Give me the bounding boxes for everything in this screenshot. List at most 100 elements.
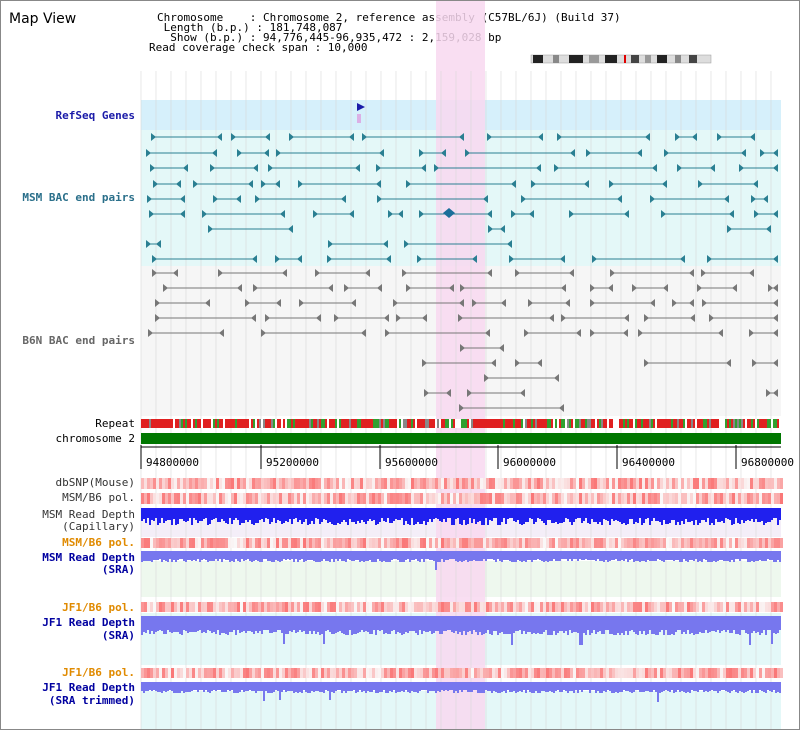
msm-sra-depth-bar	[655, 551, 657, 561]
repeat-segment	[661, 419, 663, 428]
msm-b6-pol-heat-cell	[372, 493, 375, 504]
msm-sra-depth-bar	[195, 551, 197, 561]
msm-bac-pair-tail	[183, 164, 188, 172]
msm-bac-pair-tail	[773, 164, 778, 172]
msm-bac-pair-head	[531, 180, 536, 188]
msm-b6-pol-2-heat-cell	[489, 538, 492, 548]
msm-b6-pol-heat-cell	[240, 493, 243, 504]
msm-b6-pol-heat-cell	[561, 493, 564, 504]
jf1-sra-depth-bar	[571, 616, 573, 633]
msm-sra-depth-bar	[485, 551, 487, 561]
jf1-b6-pol-heat-cell	[723, 602, 726, 612]
jf1-sra-depth-bar	[207, 616, 209, 630]
jf1-trimmed-depth-bar	[253, 682, 255, 691]
jf1-b6-pol-2-heat-cell	[501, 668, 504, 678]
jf1-trimmed-depth-bar	[333, 682, 335, 693]
jf1-b6-pol-2-heat-cell	[336, 668, 339, 678]
msm-b6-pol-heat-cell	[219, 493, 222, 504]
jf1-trimmed-depth-bar	[709, 682, 711, 691]
chromosome-ideogram[interactable]	[529, 53, 715, 65]
msm-sra-depth-bar	[573, 551, 575, 559]
msm-b6-pol-heat-cell	[150, 493, 153, 504]
jf1-b6-pol-2-heat-cell	[570, 668, 573, 678]
jf1-sra-depth-bar	[177, 616, 179, 632]
jf1-trimmed-depth-bar	[379, 682, 381, 692]
repeat-segment	[287, 419, 289, 428]
b6n-bac-pair-head	[709, 314, 714, 322]
repeat-segment	[775, 419, 777, 428]
jf1-b6-pol-heat-cell	[759, 602, 762, 612]
jf1-trimmed-depth-bar	[473, 682, 475, 690]
repeat-segment	[479, 419, 481, 428]
msm-sra-depth-bar	[729, 551, 731, 562]
msm-b6-pol-heat-cell	[600, 493, 603, 504]
msm-b6-pol-2-heat-cell	[327, 538, 330, 548]
msm-capillary-depth-bar	[201, 508, 203, 521]
b6n-bac-pair-head	[299, 299, 304, 307]
jf1-b6-pol-heat-cell	[282, 602, 285, 612]
jf1-b6-pol-2-heat-cell	[603, 668, 606, 678]
msm-capillary-depth-bar	[307, 508, 309, 525]
jf1-b6-pol-2-heat-cell	[714, 668, 717, 678]
msm-b6-pol-heat-cell	[168, 493, 171, 504]
jf1-sra-depth-bar	[679, 616, 681, 630]
jf1-trimmed-depth-bar	[457, 682, 459, 693]
msm-b6-pol-2-heat-cell	[369, 538, 372, 548]
msm-b6-pol-2-heat-cell	[666, 538, 669, 548]
repeat-segment	[693, 419, 695, 428]
jf1-sra-depth-bar	[491, 616, 493, 635]
jf1-sra-depth-bar	[333, 616, 335, 634]
dbsnp-heat-cell	[435, 478, 438, 489]
jf1-trimmed-depth-bar	[161, 682, 163, 693]
repeat-segment	[409, 419, 411, 428]
jf1-b6-pol-heat-cell	[186, 602, 189, 612]
msm-b6-pol-2-heat-cell	[315, 538, 318, 548]
msm-b6-pol-2-heat-cell	[309, 538, 312, 548]
jf1-trimmed-depth-bar	[311, 682, 313, 691]
dbsnp-heat-cell	[771, 478, 774, 489]
msm-capillary-depth-bar	[283, 508, 285, 523]
jf1-b6-pol-heat-cell	[213, 602, 216, 612]
msm-b6-pol-2-heat-cell	[405, 538, 408, 548]
jf1-b6-pol-heat-cell	[738, 602, 741, 612]
msm-bac-pair-head	[754, 210, 759, 218]
repeat-segment	[401, 419, 403, 428]
msm-b6-pol-heat-cell	[738, 493, 741, 504]
msm-sra-depth-bar	[523, 551, 525, 561]
jf1-sra-depth-bar	[287, 616, 289, 634]
msm-b6-pol-heat-cell	[510, 493, 513, 504]
b6n-bac-pair-head	[393, 299, 398, 307]
jf1-b6-pol-heat-cell	[456, 602, 459, 612]
dbsnp-heat-cell	[600, 478, 603, 489]
jf1-sra-depth-bar	[541, 616, 543, 634]
jf1-trimmed-depth-bar	[691, 682, 693, 690]
msm-capillary-depth-bar	[209, 508, 211, 524]
jf1-sra-depth-bar	[387, 616, 389, 634]
dbsnp-heat-cell	[285, 478, 288, 489]
jf1-sra-depth-bar	[771, 616, 773, 644]
msm-sra-depth-bar	[453, 551, 455, 559]
jf1-b6-pol-heat-cell	[696, 602, 699, 612]
msm-b6-pol-heat-cell	[651, 493, 654, 504]
msm-sra-depth-bar	[705, 551, 707, 560]
jf1-sra-depth-bar	[469, 616, 471, 631]
jf1-b6-pol-heat-cell	[369, 602, 372, 612]
jf1-sra-depth-bar	[237, 616, 239, 630]
jf1-sra-depth-bar	[307, 616, 309, 634]
jf1-trimmed-depth-bar	[331, 682, 333, 692]
jf1-b6-pol-heat-cell	[324, 602, 327, 612]
msm-sra-depth-bar	[209, 551, 211, 561]
msm-bac-pair-head	[362, 133, 367, 141]
msm-bac-pair-head	[557, 133, 562, 141]
msm-bac-pair-head	[202, 210, 207, 218]
jf1-b6-pol-heat-cell	[567, 602, 570, 612]
msm-sra-depth-bar	[273, 551, 275, 562]
jf1-b6-pol-heat-cell	[546, 602, 549, 612]
jf1-trimmed-depth-bar	[497, 682, 499, 693]
msm-b6-pol-2-heat-cell	[447, 538, 450, 548]
msm-b6-pol-heat-cell	[306, 493, 309, 504]
jf1-b6-pol-heat-cell	[444, 602, 447, 612]
jf1-sra-depth-bar	[717, 616, 719, 630]
msm-capillary-depth-bar	[475, 508, 477, 524]
